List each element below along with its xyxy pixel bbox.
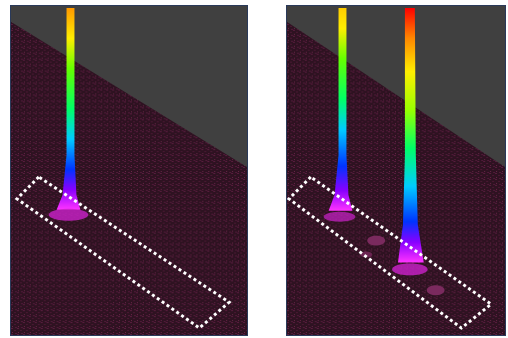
minor-peak xyxy=(426,285,445,296)
panel-left-svg xyxy=(11,6,247,335)
panel-right-svg xyxy=(287,6,505,335)
dotted-outline xyxy=(287,175,494,330)
dotted-outline xyxy=(14,175,232,330)
peak-base-1 xyxy=(323,211,356,222)
peak-base xyxy=(48,208,89,221)
panel-right-surface-plot xyxy=(286,5,506,336)
peak-spike-1 xyxy=(328,7,353,211)
peak-base-2 xyxy=(392,263,428,276)
minor-peak xyxy=(360,251,373,258)
panel-left-surface-plot xyxy=(10,5,248,336)
peak-spike-2 xyxy=(397,7,424,263)
minor-peak xyxy=(367,235,386,246)
